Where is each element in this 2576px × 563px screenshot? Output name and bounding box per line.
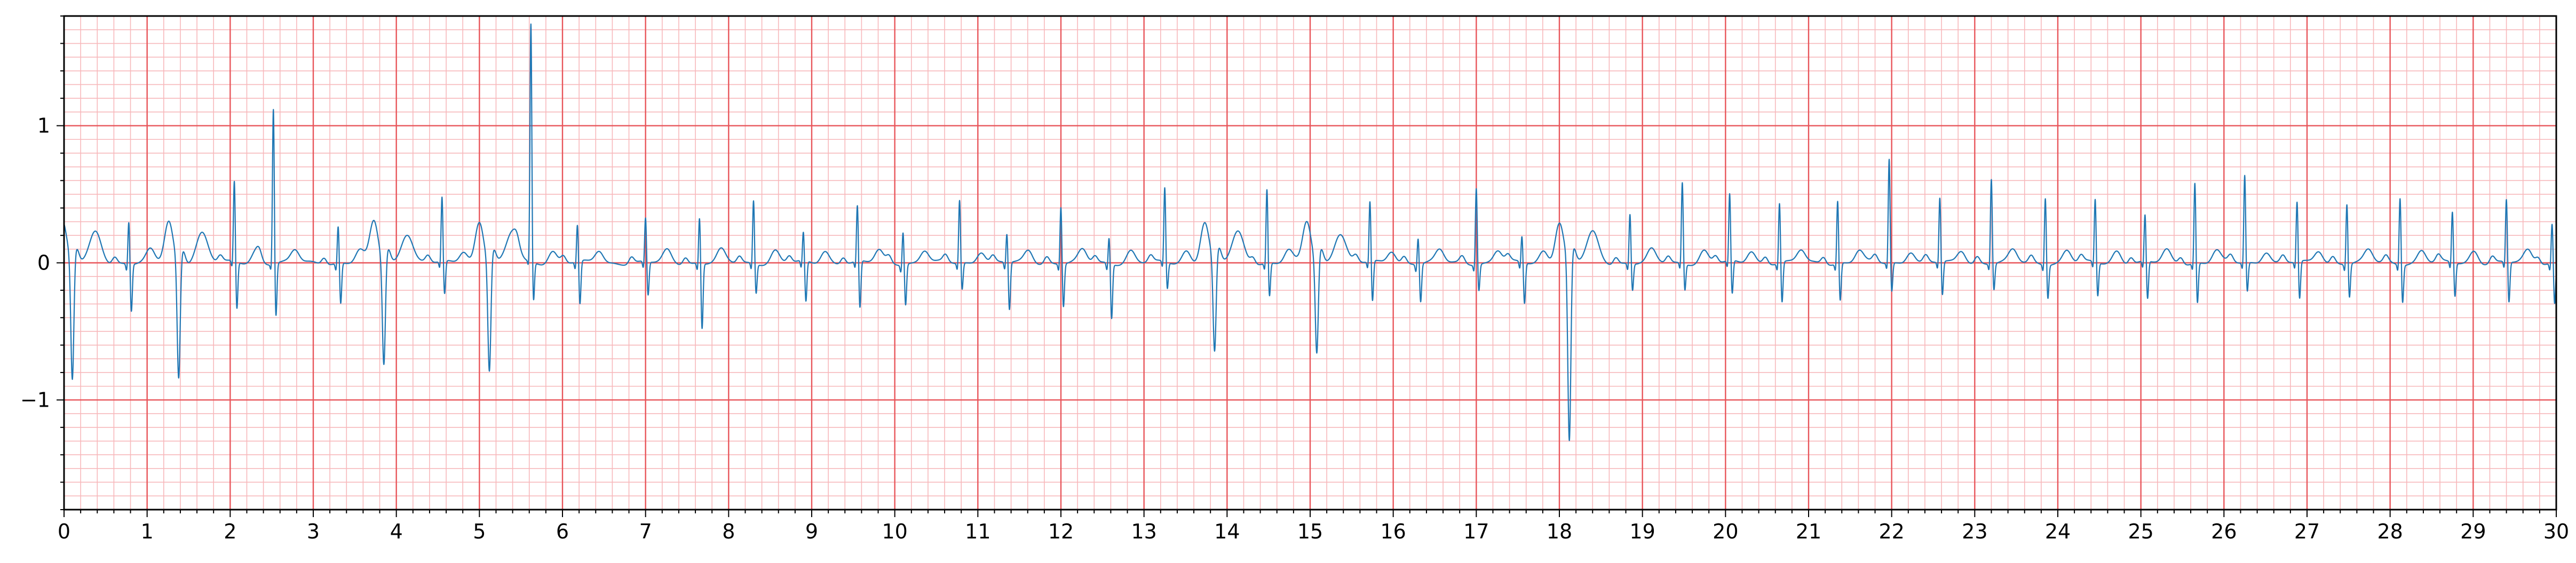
x-tick-label: 22 bbox=[1879, 520, 1904, 543]
x-tick-label: 30 bbox=[2543, 520, 2569, 543]
x-tick-label: 8 bbox=[722, 520, 735, 543]
y-tick-label: −1 bbox=[20, 388, 50, 411]
x-tick-label: 7 bbox=[639, 520, 652, 543]
x-tick-label: 11 bbox=[965, 520, 990, 543]
x-tick-label: 6 bbox=[556, 520, 569, 543]
x-tick-label: 29 bbox=[2460, 520, 2486, 543]
x-tick-label: 24 bbox=[2045, 520, 2071, 543]
x-tick-label: 28 bbox=[2377, 520, 2403, 543]
x-tick-label: 2 bbox=[224, 520, 236, 543]
x-tick-label: 26 bbox=[2211, 520, 2237, 543]
x-tick-label: 1 bbox=[141, 520, 154, 543]
x-tick-label: 13 bbox=[1131, 520, 1156, 543]
x-tick-label: 23 bbox=[1962, 520, 1987, 543]
x-tick-label: 20 bbox=[1713, 520, 1738, 543]
x-tick-label: 25 bbox=[2128, 520, 2153, 543]
y-tick-label: 0 bbox=[37, 251, 50, 275]
x-tick-label: 9 bbox=[805, 520, 818, 543]
x-tick-label: 12 bbox=[1048, 520, 1074, 543]
x-tick-label: 18 bbox=[1547, 520, 1572, 543]
x-tick-label: 4 bbox=[390, 520, 403, 543]
x-tick-label: 16 bbox=[1380, 520, 1406, 543]
x-tick-label: 17 bbox=[1463, 520, 1489, 543]
x-tick-label: 5 bbox=[473, 520, 486, 543]
y-axis: −1 0 1 bbox=[20, 15, 64, 510]
x-tick-label: 3 bbox=[307, 520, 320, 543]
major-grid bbox=[63, 16, 2557, 510]
ecg-trace-line bbox=[63, 23, 2557, 441]
x-tick-label: 14 bbox=[1214, 520, 1240, 543]
x-axis: 0 1 2 3 4 5 6 7 8 9 10 11 12 13 14 15 16 17 18 19 20 21 22 23 24… bbox=[58, 510, 2569, 543]
x-tick-label: 15 bbox=[1297, 520, 1323, 543]
x-tick-label: 27 bbox=[2294, 520, 2320, 543]
y-tick-label: 1 bbox=[37, 114, 50, 138]
x-tick-label: 0 bbox=[58, 520, 70, 543]
x-tick-label: 19 bbox=[1629, 520, 1655, 543]
x-tick-label: 21 bbox=[1796, 520, 1821, 543]
x-tick-label: 10 bbox=[882, 520, 907, 543]
